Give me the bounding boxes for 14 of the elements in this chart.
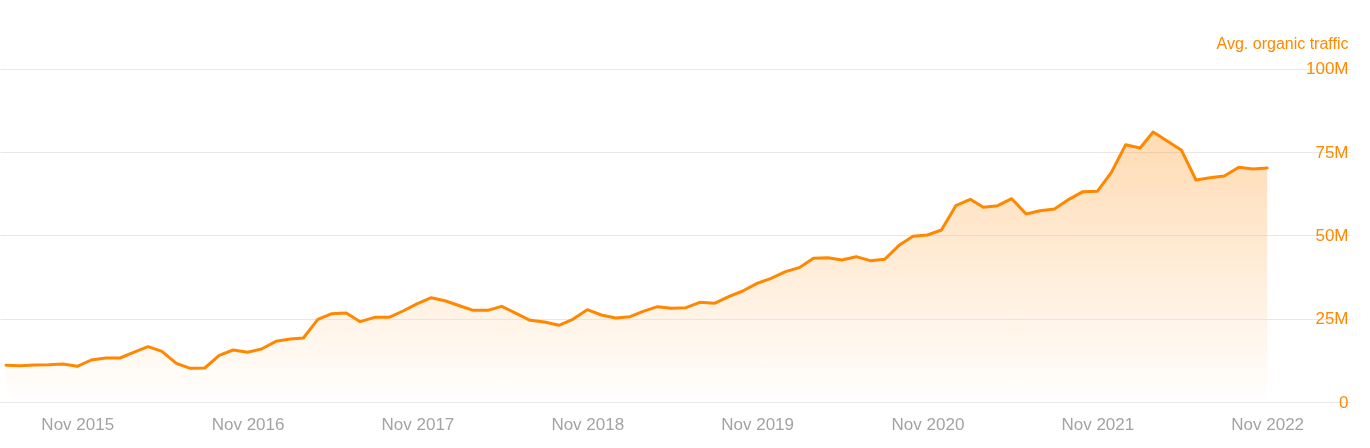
y-tick-label: 75M: [1315, 142, 1349, 162]
y-tick-label: 100M: [1305, 59, 1349, 79]
x-tick-label: Nov 2017: [381, 414, 455, 434]
y-tick-label: 0: [1339, 392, 1349, 412]
x-tick-label: Nov 2020: [891, 414, 965, 434]
x-tick-label: Nov 2016: [211, 414, 285, 434]
x-tick-label: Nov 2021: [1061, 414, 1135, 434]
x-tick-label: Nov 2022: [1231, 414, 1305, 434]
y-tick-label: 50M: [1315, 225, 1349, 245]
x-tick-label: Nov 2019: [721, 414, 795, 434]
y-tick-label: 25M: [1315, 309, 1349, 329]
y-axis-title: Avg. organic traffic: [1216, 34, 1349, 52]
x-tick-label: Nov 2018: [551, 414, 625, 434]
x-tick-label: Nov 2015: [41, 414, 115, 434]
